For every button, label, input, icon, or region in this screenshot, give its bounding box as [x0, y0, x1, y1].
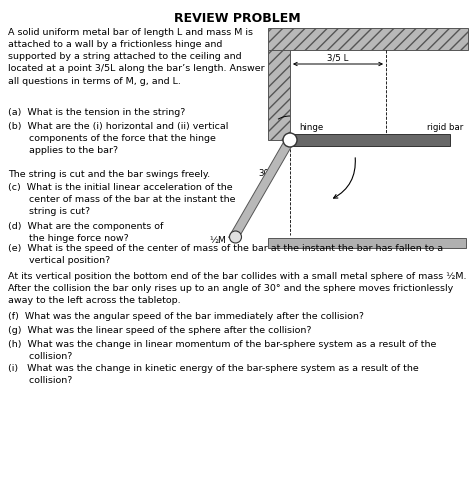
Text: REVIEW PROBLEM: REVIEW PROBLEM [173, 12, 301, 25]
Polygon shape [228, 138, 294, 242]
Circle shape [283, 133, 297, 147]
Text: 3/5 L: 3/5 L [328, 53, 349, 62]
Text: rigid bar: rigid bar [427, 123, 463, 132]
Text: hinge: hinge [299, 123, 323, 132]
Text: (f)  What was the angular speed of the bar immediately after the collision?: (f) What was the angular speed of the ba… [8, 312, 364, 321]
Text: (b)  What are the (i) horizontal and (ii) vertical
       components of the forc: (b) What are the (i) horizontal and (ii)… [8, 122, 228, 155]
Text: (d)  What are the components of
       the hinge force now?: (d) What are the components of the hinge… [8, 222, 164, 243]
Bar [268, 50, 290, 140]
FancyArrowPatch shape [334, 158, 356, 198]
Text: (a)  What is the tension in the string?: (a) What is the tension in the string? [8, 108, 185, 117]
Text: 30°: 30° [258, 169, 273, 178]
Bar [268, 238, 466, 248]
Bar [268, 28, 468, 50]
Text: (h)  What was the change in linear momentum of the bar-sphere system as a result: (h) What was the change in linear moment… [8, 340, 437, 361]
Text: (e)  What is the speed of the center of mass of the bar at the instant the bar h: (e) What is the speed of the center of m… [8, 244, 443, 265]
Text: (i)   What was the change in kinetic energy of the bar-sphere system as a result: (i) What was the change in kinetic energ… [8, 364, 419, 385]
Text: (g)  What was the linear speed of the sphere after the collision?: (g) What was the linear speed of the sph… [8, 326, 311, 335]
Text: ½M: ½M [210, 236, 227, 245]
Circle shape [229, 231, 241, 243]
Text: (c)  What is the initial linear acceleration of the
       center of mass of the: (c) What is the initial linear accelerat… [8, 183, 236, 217]
Text: A solid uniform metal bar of length L and mass M is
attached to a wall by a fric: A solid uniform metal bar of length L an… [8, 28, 264, 86]
Text: At its vertical position the bottom end of the bar collides with a small metal s: At its vertical position the bottom end … [8, 272, 466, 305]
Bar [290, 134, 450, 146]
Text: The string is cut and the bar swings freely.: The string is cut and the bar swings fre… [8, 170, 210, 179]
